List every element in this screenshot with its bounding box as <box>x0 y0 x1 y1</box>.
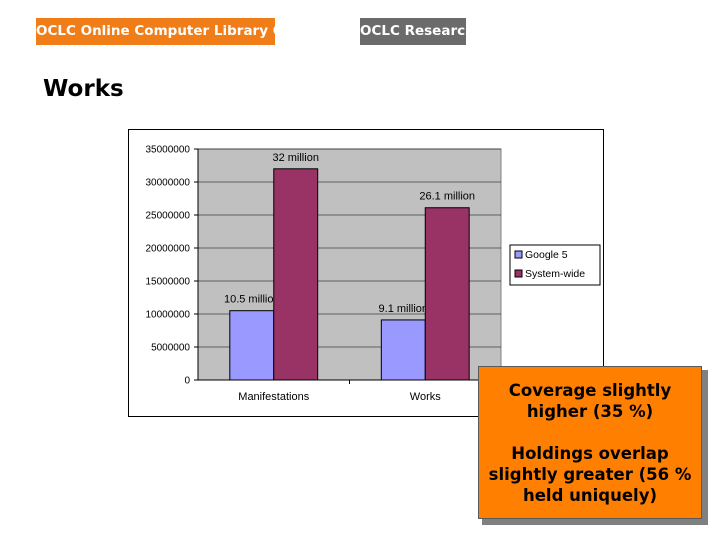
x-tick-label: Works <box>410 391 441 403</box>
y-tick-label: 5000000 <box>151 343 190 354</box>
page-title: Works <box>43 76 124 102</box>
oclc-research-logo: OCLC Research <box>360 18 475 45</box>
callout-text-holdings: Holdings overlap slightly greater (56 % … <box>488 444 692 505</box>
legend-label: System-wide <box>525 268 585 280</box>
bar-manifestations-0 <box>229 310 275 381</box>
data-label: 26.1 million <box>419 191 475 203</box>
y-tick-label: 35000000 <box>146 145 191 156</box>
chart-container: 0 5000000 10000000 15000000 20000000 25000000… <box>128 129 604 417</box>
bar-works-0 <box>380 319 426 381</box>
legend-swatch <box>514 269 523 278</box>
legend-label: Google 5 <box>525 249 568 261</box>
y-tick-label: 10000000 <box>146 310 191 321</box>
bar-works-1 <box>424 207 470 381</box>
y-tick-label: 20000000 <box>146 244 191 255</box>
data-label: 32 million <box>272 152 318 164</box>
y-tick-label: 0 <box>184 376 190 387</box>
bar-manifestations-1 <box>273 168 319 381</box>
bar-chart: 0 5000000 10000000 15000000 20000000 25000000… <box>128 129 604 417</box>
data-label: 9.1 million <box>379 303 429 315</box>
x-tick-label: Manifestations <box>238 391 309 403</box>
y-tick-label: 25000000 <box>146 211 191 222</box>
legend-swatch <box>514 250 523 259</box>
y-tick-label: 15000000 <box>146 277 191 288</box>
data-label: 10.5 million <box>224 294 280 306</box>
callout-text-coverage: Coverage slightly higher (35 %) <box>508 381 672 421</box>
oclc-logo: OCLC Online Computer Library Center <box>36 18 324 45</box>
callout-box: Coverage slightly higher (35 %) Holdings… <box>478 366 702 519</box>
legend-box <box>509 244 601 286</box>
y-tick-label: 30000000 <box>146 178 191 189</box>
